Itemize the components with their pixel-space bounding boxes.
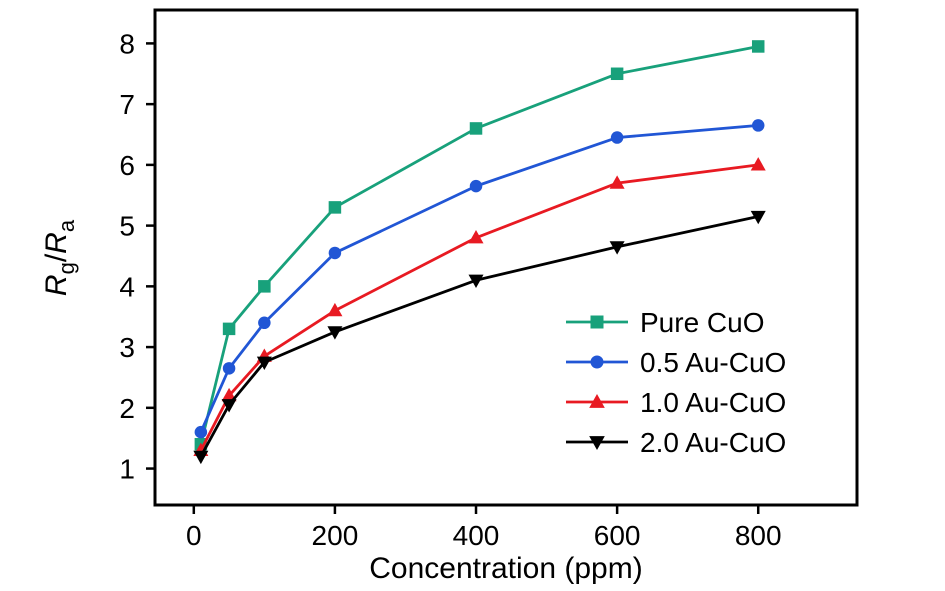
legend-item-pure-cuo: Pure CuO	[566, 307, 765, 338]
legend-label: 2.0 Au-CuO	[640, 427, 786, 458]
series-line-pure-cuo	[199, 45, 760, 446]
legend-item-0-5-au-cuo: 0.5 Au-CuO	[566, 347, 786, 378]
y-axis-tick-label: 4	[119, 271, 135, 302]
legend-marker-square	[590, 315, 604, 329]
series-marker-2-0-au-cuo	[327, 326, 343, 340]
y-axis-title-part: a	[54, 219, 79, 232]
y-axis-tick-label: 5	[119, 211, 135, 242]
x-axis-title: Concentration (ppm)	[369, 552, 642, 585]
y-axis-title-part: R	[40, 274, 73, 296]
series-marker-0-5-au-cuo	[222, 362, 236, 375]
x-axis-tick-label: 600	[594, 520, 641, 551]
legend-label: 1.0 Au-CuO	[640, 387, 786, 418]
series-marker-2-0-au-cuo	[468, 274, 484, 289]
legend-item-1-0-au-cuo: 1.0 Au-CuO	[566, 387, 786, 418]
series-marker-pure-cuo	[328, 201, 342, 214]
y-axis-tick-label: 3	[119, 332, 135, 363]
series-marker-0-5-au-cuo	[194, 425, 208, 439]
series-marker-2-0-au-cuo	[221, 399, 237, 413]
series-marker-0-5-au-cuo	[328, 246, 342, 260]
series-marker-0-5-au-cuo	[610, 131, 624, 144]
series-marker-pure-cuo	[222, 322, 236, 336]
legend-item-2-0-au-cuo: 2.0 Au-CuO	[566, 427, 786, 458]
legend-marker-triangle-down	[589, 436, 605, 451]
series-marker-pure-cuo	[751, 40, 765, 53]
legend-marker-circle	[590, 355, 604, 369]
series-marker-0-5-au-cuo	[751, 119, 765, 132]
plot-frame	[153, 8, 859, 507]
series-marker-2-0-au-cuo	[750, 210, 766, 225]
series-marker-pure-cuo	[610, 67, 624, 81]
series-marker-2-0-au-cuo	[193, 450, 209, 465]
series-marker-pure-cuo	[469, 122, 483, 135]
legend: Pure CuO 0.5 Au-CuO 1.0 Au-CuO 2.0 Au-CuO	[566, 307, 786, 458]
series-marker-1-0-au-cuo	[750, 157, 766, 171]
series-marker-2-0-au-cuo	[256, 356, 272, 371]
y-axis-tick-label: 1	[119, 454, 135, 485]
series-marker-1-0-au-cuo	[327, 302, 343, 317]
series-marker-pure-cuo	[258, 280, 271, 293]
y-axis-tick-label: 8	[119, 28, 135, 59]
y-axis-tick-label: 2	[119, 393, 135, 424]
x-axis-tick-label: 200	[312, 520, 359, 551]
series-marker-0-5-au-cuo	[469, 179, 483, 193]
legend-label: Pure CuO	[640, 307, 765, 338]
legend-label: 0.5 Au-CuO	[640, 347, 786, 378]
x-axis-tick-label: 0	[186, 520, 202, 551]
x-axis-tick-label: 800	[735, 520, 782, 551]
y-axis-title-part: R	[40, 232, 73, 254]
series-marker-1-0-au-cuo	[609, 175, 625, 189]
x-axis-tick-label: 400	[453, 520, 500, 551]
series-marker-0-5-au-cuo	[258, 316, 271, 330]
y-axis-title-part: g	[54, 262, 79, 274]
y-axis-title-part: /	[40, 253, 73, 262]
y-axis-tick-label: 7	[119, 89, 135, 120]
y-axis-title: Rg/Ra	[40, 219, 79, 296]
legend-marker-triangle-up	[589, 393, 605, 408]
series-marker-2-0-au-cuo	[609, 241, 625, 255]
series-marker-1-0-au-cuo	[221, 387, 237, 402]
series-marker-1-0-au-cuo	[468, 230, 484, 244]
y-axis-tick-label: 6	[119, 150, 135, 181]
